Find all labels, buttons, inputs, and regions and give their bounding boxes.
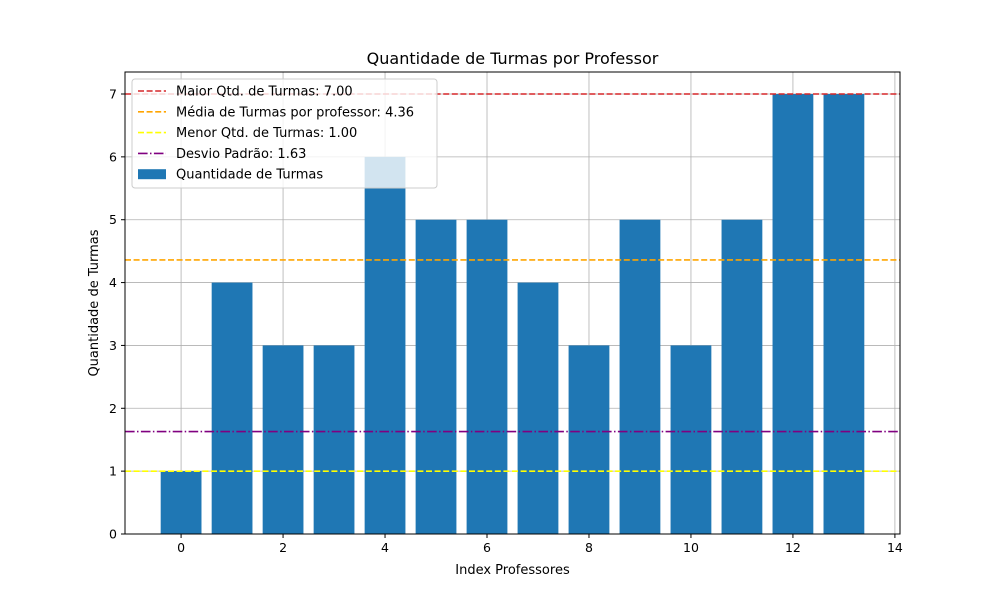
bar bbox=[466, 219, 508, 534]
x-tick-label: 14 bbox=[887, 540, 903, 555]
y-tick-label: 7 bbox=[109, 87, 117, 102]
x-tick-label: 8 bbox=[585, 540, 593, 555]
bar bbox=[415, 219, 457, 534]
x-tick-label: 10 bbox=[683, 540, 699, 555]
y-tick-label: 6 bbox=[109, 149, 117, 164]
legend-label: Média de Turmas por professor: 4.36 bbox=[176, 105, 414, 120]
bar bbox=[160, 471, 202, 534]
bar bbox=[517, 282, 559, 534]
legend-box bbox=[131, 78, 438, 189]
legend: Maior Qtd. de Turmas: 7.00 Média de Turma… bbox=[131, 78, 438, 189]
y-tick-label: 1 bbox=[109, 464, 117, 479]
legend-label: Menor Qtd. de Turmas: 1.00 bbox=[176, 126, 357, 141]
y-tick-label: 3 bbox=[109, 338, 117, 353]
bar bbox=[670, 345, 712, 534]
y-tick-label: 4 bbox=[109, 275, 117, 290]
y-tick-label: 5 bbox=[109, 212, 117, 227]
x-tick-label: 12 bbox=[785, 540, 801, 555]
bar bbox=[211, 282, 253, 534]
y-axis-label: Quantidade de Turmas bbox=[87, 229, 102, 376]
chart-title: Quantidade de Turmas por Professor bbox=[367, 49, 659, 68]
x-axis-label: Index Professores bbox=[455, 563, 570, 578]
bar bbox=[772, 94, 814, 534]
bar bbox=[568, 345, 610, 534]
bar bbox=[262, 345, 304, 534]
plot-frame bbox=[124, 71, 901, 535]
bar bbox=[313, 345, 355, 534]
bar bbox=[823, 94, 865, 534]
bar bbox=[721, 219, 763, 534]
x-tick-label: 4 bbox=[381, 540, 389, 555]
bar bbox=[364, 156, 406, 534]
legend-label: Quantidade de Turmas bbox=[176, 168, 323, 183]
x-tick-label: 6 bbox=[483, 540, 491, 555]
y-tick-label: 0 bbox=[109, 527, 117, 542]
x-tick-label: 2 bbox=[279, 540, 287, 555]
legend-label: Desvio Padrão: 1.63 bbox=[176, 147, 306, 162]
legend-label: Maior Qtd. de Turmas: 7.00 bbox=[176, 85, 353, 100]
bar bbox=[619, 219, 661, 534]
y-tick-label: 2 bbox=[109, 401, 117, 416]
legend-bar-swatch bbox=[138, 169, 166, 180]
x-tick-label: 0 bbox=[177, 540, 185, 555]
